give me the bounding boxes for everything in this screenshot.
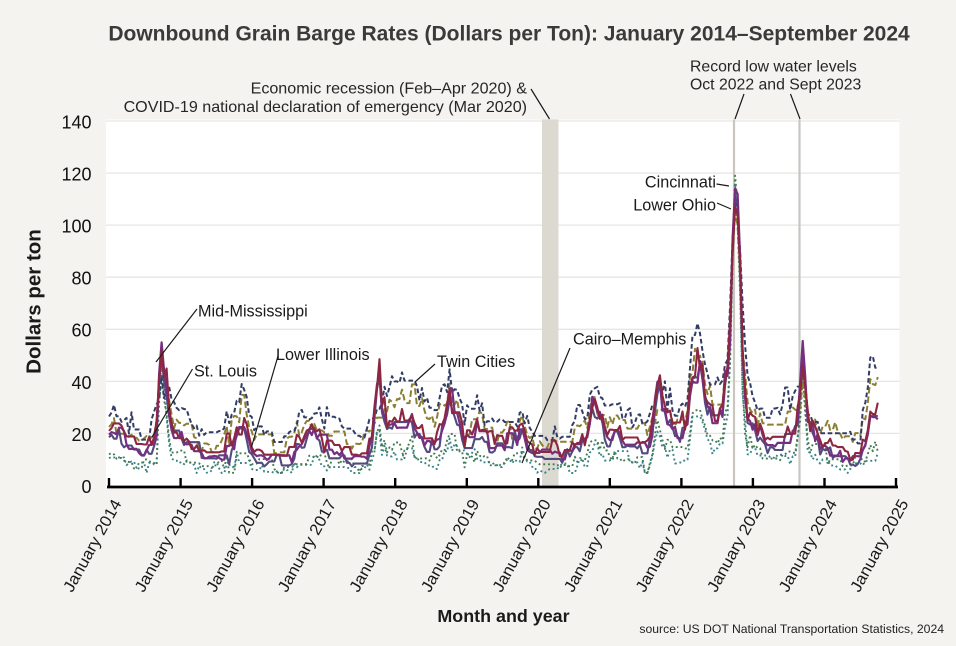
svg-text:Month and year: Month and year bbox=[437, 606, 569, 626]
svg-text:source: US DOT National Transp: source: US DOT National Transportation S… bbox=[639, 622, 944, 636]
svg-text:Cincinnati: Cincinnati bbox=[645, 174, 716, 192]
svg-text:Record low water levels: Record low water levels bbox=[690, 59, 857, 76]
svg-text:Oct 2022 and Sept 2023: Oct 2022 and Sept 2023 bbox=[690, 77, 861, 94]
svg-text:Dollars per ton: Dollars per ton bbox=[23, 229, 46, 374]
svg-text:20: 20 bbox=[71, 425, 91, 445]
svg-text:Twin Cities: Twin Cities bbox=[437, 353, 515, 371]
svg-text:80: 80 bbox=[71, 269, 91, 289]
svg-text:COVID-19 national declaration: COVID-19 national declaration of emergen… bbox=[124, 98, 527, 116]
svg-text:Lower Ohio: Lower Ohio bbox=[633, 197, 716, 215]
svg-text:Lower Illinois: Lower Illinois bbox=[276, 346, 370, 364]
svg-text:40: 40 bbox=[71, 373, 91, 393]
svg-text:0: 0 bbox=[81, 477, 91, 497]
svg-text:100: 100 bbox=[61, 217, 91, 237]
svg-text:St. Louis: St. Louis bbox=[194, 363, 257, 381]
svg-text:140: 140 bbox=[61, 112, 91, 132]
svg-text:Downbound Grain Barge Rates (D: Downbound Grain Barge Rates (Dollars per… bbox=[108, 23, 910, 46]
svg-text:120: 120 bbox=[61, 165, 91, 185]
svg-text:Cairo–Memphis: Cairo–Memphis bbox=[573, 331, 686, 349]
svg-text:Mid-Mississippi: Mid-Mississippi bbox=[198, 303, 308, 321]
svg-text:60: 60 bbox=[71, 321, 91, 341]
svg-text:Economic recession (Feb–Apr 20: Economic recession (Feb–Apr 2020) & bbox=[251, 80, 528, 98]
